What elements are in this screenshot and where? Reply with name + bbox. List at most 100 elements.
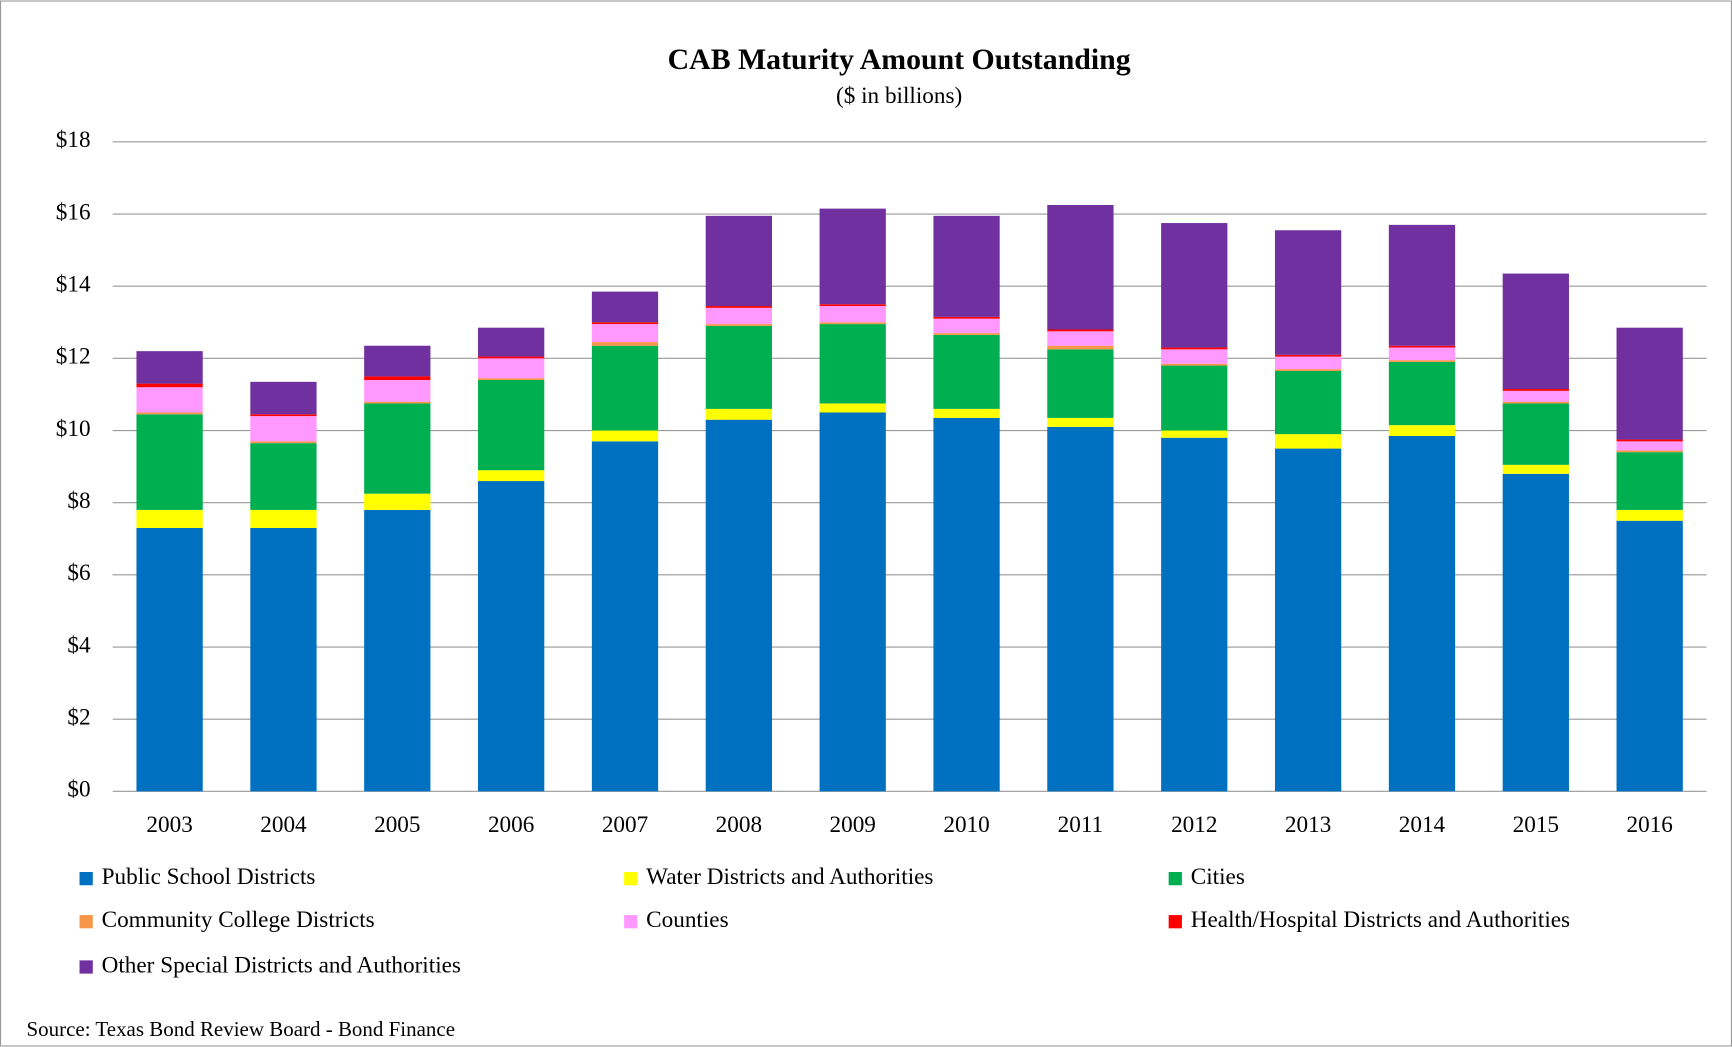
bar-segment (1274, 448, 1342, 792)
bar-segment (1274, 354, 1342, 357)
bar-segment (1388, 345, 1456, 348)
bar-segment (705, 419, 772, 792)
bar-segment (705, 408, 772, 420)
bar-segment (933, 408, 1000, 418)
bar-segment (1047, 426, 1114, 792)
bar-segment (478, 358, 545, 379)
bar-segment (1047, 329, 1114, 332)
bar-segment (478, 380, 545, 471)
bar-segment (1274, 370, 1342, 435)
bar-segment (819, 324, 886, 404)
x-tick-label: 2013 (1285, 812, 1331, 838)
bar-segment (1161, 430, 1228, 438)
bar-segment (478, 356, 545, 359)
bar-segment (819, 304, 886, 307)
bar-segment (819, 322, 886, 325)
bar-segment (705, 325, 772, 409)
bar-segment (1502, 389, 1569, 391)
bar-segment (364, 509, 431, 792)
bar-segment (705, 324, 772, 326)
bar-segment (364, 403, 431, 494)
bar-segment (136, 414, 203, 510)
bar-segment (705, 307, 772, 325)
bar-segment (1274, 230, 1342, 355)
bar-segment (933, 333, 1000, 335)
bar-segment (591, 324, 659, 343)
y-tick-label: $12 (56, 344, 91, 370)
y-tick-label: $2 (67, 705, 90, 731)
bar-segment (364, 380, 431, 402)
bar-segment (364, 401, 431, 404)
bar-segment (819, 412, 886, 792)
bar-segment (819, 306, 886, 323)
bar-segment (1616, 520, 1683, 792)
bar-segment (250, 441, 317, 444)
bar-segment (591, 430, 659, 442)
x-tick-label: 2006 (488, 812, 534, 838)
legend-label: Health/Hospital Districts and Authoritie… (1191, 907, 1570, 933)
bar-segment (1616, 439, 1683, 442)
bar-segment (250, 443, 317, 510)
bar-segment (1274, 434, 1342, 449)
bar-segment (591, 441, 659, 792)
legend-label: Counties (646, 907, 728, 933)
y-tick-label: $14 (56, 272, 91, 298)
bar-segment (1616, 450, 1683, 453)
bar-segment (591, 291, 659, 323)
x-tick-label: 2005 (374, 812, 420, 838)
x-tick-label: 2014 (1399, 812, 1446, 838)
bar-segment (591, 345, 659, 431)
bar-segment (1616, 441, 1683, 451)
bar-segment (364, 376, 431, 381)
bar-segment (933, 334, 1000, 409)
bar-segment (136, 383, 203, 388)
y-tick-label: $16 (56, 199, 91, 225)
bar-segment (136, 412, 203, 415)
bar-segment (1388, 347, 1456, 361)
bar-segment (136, 351, 203, 384)
x-tick-label: 2016 (1626, 812, 1672, 838)
y-tick-label: $6 (67, 560, 90, 586)
x-tick-label: 2007 (602, 812, 648, 838)
bar-segment (819, 403, 886, 413)
bar-segment (819, 208, 886, 305)
bar-segment (250, 509, 317, 528)
bar-segment (1616, 509, 1683, 521)
bar-segment (136, 527, 203, 792)
x-tick-label: 2004 (260, 812, 307, 838)
bar-segment (364, 493, 431, 510)
bar-segment (1616, 452, 1683, 510)
y-tick-label: $8 (67, 488, 90, 514)
y-tick-label: $10 (56, 416, 91, 442)
source-note: Source: Texas Bond Review Board - Bond F… (27, 1017, 456, 1041)
y-tick-label: $0 (67, 777, 90, 803)
bar-segment (591, 322, 659, 325)
legend-label: Cities (1191, 864, 1245, 890)
bar-segment (1161, 347, 1228, 350)
legend-label: Community College Districts (102, 907, 375, 933)
bar-segment (478, 378, 545, 381)
bar-segment (1161, 223, 1228, 348)
bar-segment (1274, 369, 1342, 371)
bar-segment (478, 470, 545, 482)
bar-segment (478, 481, 545, 792)
bar-segment (1388, 224, 1456, 346)
bar-segment (478, 327, 545, 357)
x-tick-label: 2011 (1058, 812, 1104, 838)
y-tick-label: $4 (67, 632, 91, 658)
bar-segment (1047, 349, 1114, 418)
bar-segment (933, 215, 1000, 317)
bar-segment (1047, 331, 1114, 346)
legend-label: Public School Districts (102, 864, 316, 890)
bar-segment (933, 316, 1000, 319)
bar-segment (1388, 360, 1456, 362)
bar-segment (591, 342, 659, 346)
bar-segment (1388, 361, 1456, 426)
legend-marker (1168, 915, 1182, 929)
legend-marker (1168, 871, 1182, 886)
bar-segment (250, 527, 317, 792)
x-tick-label: 2012 (1171, 812, 1217, 838)
legend-marker (79, 960, 93, 974)
bar-segment (1274, 356, 1342, 370)
y-tick-label: $18 (56, 127, 91, 153)
